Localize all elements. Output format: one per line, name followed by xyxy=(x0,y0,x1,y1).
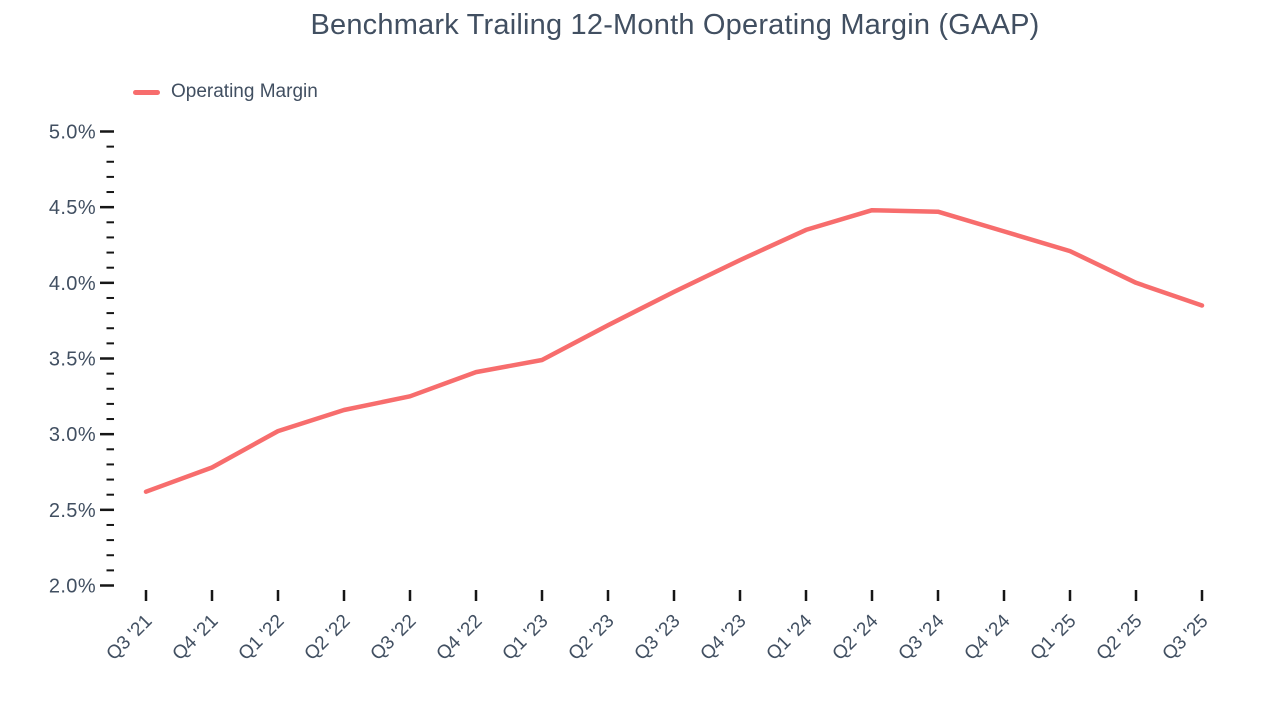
y-major-tick xyxy=(100,432,114,436)
y-minor-tick xyxy=(106,236,114,239)
y-minor-tick xyxy=(106,160,114,163)
x-axis-tick xyxy=(870,590,874,601)
y-minor-tick xyxy=(106,372,114,375)
x-axis-label: Q1 '22 xyxy=(235,611,289,665)
y-minor-tick xyxy=(106,312,114,315)
y-axis-label: 3.5% xyxy=(49,349,96,371)
y-axis-label: 4.0% xyxy=(49,273,96,295)
y-major-tick xyxy=(100,584,114,587)
x-axis-label: Q2 '25 xyxy=(1093,611,1147,665)
x-axis-tick xyxy=(210,590,214,601)
y-axis-label: 2.0% xyxy=(49,576,96,598)
x-axis-tick xyxy=(936,590,940,601)
x-axis-label: Q1 '25 xyxy=(1027,611,1081,665)
y-minor-tick xyxy=(106,448,114,451)
y-major-tick xyxy=(100,205,114,209)
x-axis-label: Q2 '22 xyxy=(301,611,355,665)
y-minor-tick xyxy=(106,251,114,254)
y-minor-tick xyxy=(106,387,114,390)
x-axis-tick xyxy=(1068,590,1072,601)
y-major-tick xyxy=(100,130,114,133)
y-minor-tick xyxy=(106,191,114,194)
y-minor-tick xyxy=(106,327,114,330)
legend-line-swatch-icon xyxy=(133,89,160,95)
y-minor-tick xyxy=(106,221,114,224)
y-major-tick xyxy=(100,508,114,512)
y-minor-tick xyxy=(106,145,114,148)
x-axis-tick xyxy=(408,590,412,601)
x-axis-tick xyxy=(738,590,742,601)
x-axis-tick xyxy=(474,590,478,601)
legend-item-operating-margin: Operating Margin xyxy=(171,81,318,102)
x-axis-label: Q4 '21 xyxy=(169,611,223,665)
y-minor-tick xyxy=(106,554,114,557)
y-axis-label: 4.5% xyxy=(49,197,96,219)
x-axis-label: Q3 '21 xyxy=(103,611,157,665)
x-axis-tick xyxy=(342,590,346,601)
y-minor-tick xyxy=(106,342,114,345)
y-minor-tick xyxy=(106,523,114,526)
y-minor-tick xyxy=(106,463,114,466)
x-axis-tick xyxy=(540,590,544,601)
y-minor-tick xyxy=(106,175,114,178)
y-axis-label: 3.0% xyxy=(49,424,96,446)
x-axis-label: Q2 '24 xyxy=(829,610,883,664)
x-axis-label: Q4 '23 xyxy=(697,611,751,665)
x-axis-tick xyxy=(672,590,676,601)
x-axis-tick xyxy=(1134,590,1138,601)
series-line-operating-margin xyxy=(143,207,1205,494)
x-axis-label: Q4 '24 xyxy=(961,610,1015,664)
legend: Operating Margin xyxy=(133,81,318,103)
x-axis-tick xyxy=(276,590,280,601)
y-minor-tick xyxy=(106,539,114,542)
y-minor-tick xyxy=(106,493,114,496)
x-axis-tick xyxy=(144,590,148,601)
x-axis-label: Q1 '24 xyxy=(763,610,817,664)
x-axis-tick xyxy=(804,590,808,601)
y-minor-tick xyxy=(106,266,114,269)
y-minor-tick xyxy=(106,478,114,481)
y-axis-label: 2.5% xyxy=(49,500,96,522)
x-axis-label: Q3 '23 xyxy=(631,611,685,665)
x-axis-label: Q3 '25 xyxy=(1159,611,1213,665)
x-axis-label: Q1 '23 xyxy=(499,611,553,665)
x-axis-label: Q2 '23 xyxy=(565,611,619,665)
x-axis-tick xyxy=(1200,590,1204,601)
y-minor-tick xyxy=(106,569,114,572)
x-axis-label: Q3 '24 xyxy=(895,610,949,664)
y-axis-label: 5.0% xyxy=(49,122,96,144)
chart-title: Benchmark Trailing 12-Month Operating Ma… xyxy=(310,9,1040,41)
x-axis-label: Q3 '22 xyxy=(367,611,421,665)
y-major-tick xyxy=(100,357,114,360)
y-minor-tick xyxy=(106,418,114,421)
y-major-tick xyxy=(100,281,114,285)
x-axis-tick xyxy=(1002,590,1006,601)
y-minor-tick xyxy=(106,402,114,405)
x-axis-label: Q4 '22 xyxy=(433,611,487,665)
y-minor-tick xyxy=(106,296,114,299)
x-axis-tick xyxy=(606,590,610,601)
